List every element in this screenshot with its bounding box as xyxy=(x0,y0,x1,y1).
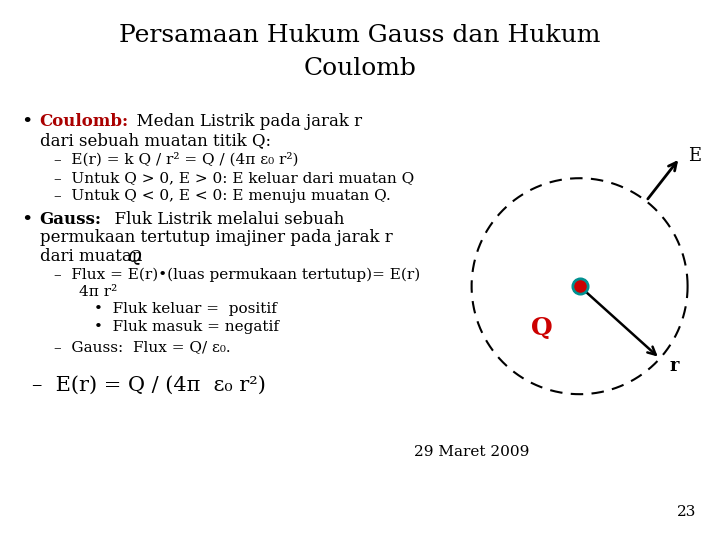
Text: Coulomb:: Coulomb: xyxy=(40,113,129,130)
Text: Coulomb: Coulomb xyxy=(304,57,416,80)
Text: –  Gauss:  Flux = Q/ ε₀.: – Gauss: Flux = Q/ ε₀. xyxy=(54,340,230,354)
Text: Q: Q xyxy=(128,248,142,265)
Text: permukaan tertutup imajiner pada jarak r: permukaan tertutup imajiner pada jarak r xyxy=(40,230,392,246)
Text: Medan Listrik pada jarak r: Medan Listrik pada jarak r xyxy=(126,113,362,130)
Text: –  E(r) = k Q / r² = Q / (4π ε₀ r²): – E(r) = k Q / r² = Q / (4π ε₀ r²) xyxy=(54,152,299,167)
Text: 4π r²: 4π r² xyxy=(79,285,117,299)
Text: –  Untuk Q > 0, E > 0: E keluar dari muatan Q: – Untuk Q > 0, E > 0: E keluar dari muat… xyxy=(54,171,414,185)
Text: Gauss:: Gauss: xyxy=(40,211,102,227)
Text: –  E(r) = Q / (4π  ε₀ r²): – E(r) = Q / (4π ε₀ r²) xyxy=(32,375,266,394)
Text: Fluk Listrik melalui sebuah: Fluk Listrik melalui sebuah xyxy=(104,211,345,227)
Text: Persamaan Hukum Gauss dan Hukum: Persamaan Hukum Gauss dan Hukum xyxy=(120,24,600,48)
Text: •: • xyxy=(22,113,33,131)
Text: r: r xyxy=(669,357,679,375)
Text: –  Flux = E(r)•(luas permukaan tertutup)= E(r): – Flux = E(r)•(luas permukaan tertutup)=… xyxy=(54,267,420,282)
Text: •  Fluk keluar =  positif: • Fluk keluar = positif xyxy=(94,302,276,316)
Text: 23: 23 xyxy=(677,505,696,519)
Text: dari sebuah muatan titik Q:: dari sebuah muatan titik Q: xyxy=(40,132,271,149)
Text: •  Fluk masuk = negatif: • Fluk masuk = negatif xyxy=(94,320,279,334)
Text: –  Untuk Q < 0, E < 0: E menuju muatan Q.: – Untuk Q < 0, E < 0: E menuju muatan Q. xyxy=(54,189,391,203)
Text: Q: Q xyxy=(531,316,552,340)
Text: 29 Maret 2009: 29 Maret 2009 xyxy=(414,446,529,460)
Text: dari muatan: dari muatan xyxy=(40,248,147,265)
Text: E: E xyxy=(688,147,701,165)
Text: •: • xyxy=(22,211,33,228)
